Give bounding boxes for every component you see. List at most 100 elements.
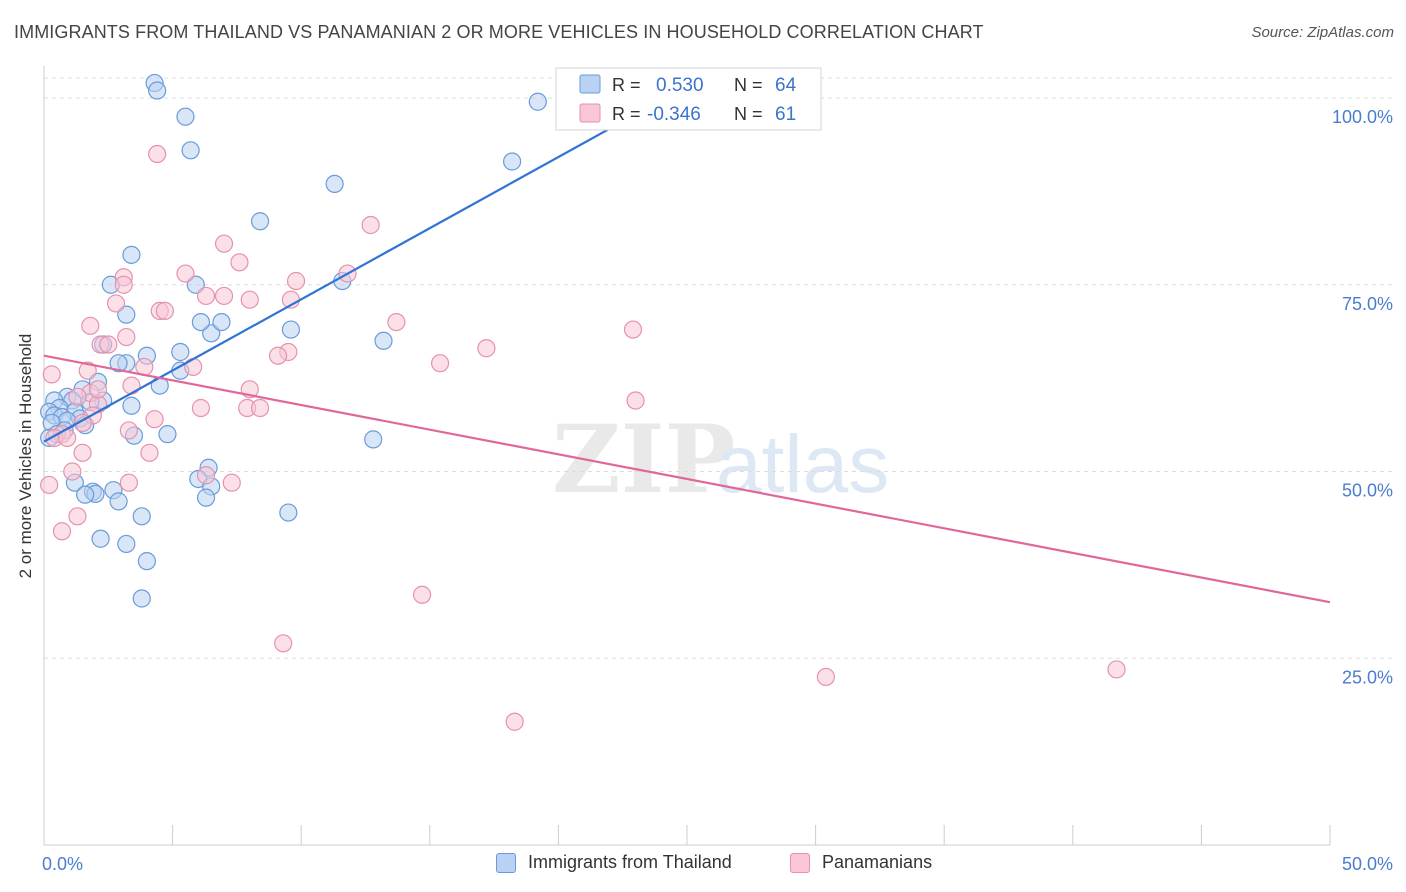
point-thailand	[364, 430, 383, 449]
point-panamanian	[196, 286, 216, 306]
point-panamanian	[99, 335, 118, 354]
chart-title: IMMIGRANTS FROM THAILAND VS PANAMANIAN 2…	[14, 22, 984, 42]
point-panamanian	[117, 327, 136, 347]
point-panamanian	[230, 253, 249, 272]
trend-line-panamanians	[43, 354, 1331, 604]
legend-item-panamanians: Panamanians	[790, 852, 932, 873]
point-panamanian	[68, 507, 87, 526]
point-thailand	[191, 313, 210, 332]
point-thailand	[109, 492, 128, 511]
point-panamanian	[119, 421, 138, 440]
point-panamanian	[114, 275, 133, 294]
data-points	[40, 73, 1126, 731]
stats-swatch-blue	[579, 74, 601, 94]
point-panamanian	[623, 320, 643, 339]
stats-r-value: -0.346	[647, 104, 701, 125]
point-panamanian	[626, 391, 645, 410]
trend-line-thailand	[43, 82, 693, 443]
axes	[43, 66, 1331, 846]
point-panamanian	[286, 271, 306, 291]
point-panamanian	[140, 443, 159, 462]
point-thailand	[117, 305, 136, 324]
legend-swatch-pink	[790, 852, 810, 873]
y-axis-label: 2 or more Vehicles in Household	[16, 333, 35, 579]
stats-r-label: R =	[612, 75, 641, 95]
point-thailand	[503, 152, 522, 171]
point-panamanian	[73, 443, 92, 462]
point-panamanian	[106, 294, 126, 313]
tick-labels: 25.0% 50.0% 75.0% 100.0% 0.0% 50.0%	[42, 107, 1393, 874]
stats-r-label: R =	[612, 104, 641, 124]
point-panamanian	[63, 462, 82, 481]
point-panamanian	[119, 473, 138, 492]
point-panamanian	[184, 357, 203, 377]
point-panamanian	[274, 634, 293, 653]
watermark-atlas: atlas	[716, 419, 889, 510]
point-panamanian	[68, 387, 87, 406]
stats-r-value: 0.530	[656, 75, 704, 96]
point-panamanian	[155, 301, 174, 320]
point-panamanian	[122, 376, 141, 395]
stats-n-value: 61	[775, 104, 796, 125]
point-panamanian	[477, 339, 496, 358]
legend-swatch-blue	[496, 852, 516, 873]
point-panamanian	[40, 475, 59, 495]
stats-n-label: N =	[734, 104, 763, 124]
point-panamanian	[505, 712, 524, 731]
legend-label: Immigrants from Thailand	[528, 852, 732, 872]
point-panamanian	[78, 361, 97, 380]
point-thailand	[109, 354, 128, 373]
point-thailand	[122, 396, 141, 415]
point-thailand	[325, 174, 344, 194]
point-thailand	[158, 425, 177, 444]
point-thailand	[76, 485, 95, 504]
y-tick-label: 75.0%	[1342, 294, 1393, 314]
point-thailand	[196, 488, 216, 507]
point-thailand	[250, 212, 270, 231]
point-panamanian	[214, 234, 234, 253]
stats-n-label: N =	[734, 75, 763, 95]
point-panamanian	[88, 380, 108, 399]
point-panamanian	[222, 473, 241, 492]
point-panamanian	[1107, 660, 1126, 679]
point-panamanian	[240, 290, 259, 309]
point-panamanian	[816, 667, 835, 687]
x-tick-label: 0.0%	[42, 854, 83, 874]
point-panamanian	[81, 316, 100, 335]
point-thailand	[117, 534, 136, 554]
point-thailand	[202, 324, 221, 343]
point-panamanian	[361, 215, 380, 235]
y-tick-label: 100.0%	[1332, 107, 1393, 127]
point-thailand	[91, 529, 110, 548]
y-tick-label: 25.0%	[1342, 667, 1393, 687]
watermark-zip: ZIP	[552, 405, 735, 515]
point-panamanian	[42, 365, 61, 384]
point-thailand	[186, 275, 205, 294]
stats-legend: R = 0.530 N = 64 R = -0.346 N = 61	[555, 67, 822, 131]
point-panamanian	[250, 398, 270, 418]
watermark: ZIP atlas	[552, 405, 889, 515]
y-tick-label: 50.0%	[1342, 481, 1393, 501]
point-thailand	[279, 503, 298, 522]
point-panamanian	[148, 144, 167, 164]
point-panamanian	[412, 585, 432, 604]
point-panamanian	[196, 466, 216, 485]
point-panamanian	[176, 264, 195, 283]
point-panamanian	[52, 522, 72, 541]
stats-n-value: 64	[775, 75, 797, 96]
point-panamanian	[145, 410, 164, 429]
point-thailand	[374, 331, 393, 350]
point-thailand	[148, 81, 167, 100]
point-panamanian	[191, 398, 210, 418]
point-thailand	[122, 245, 141, 264]
legend-label: Panamanians	[822, 852, 933, 872]
point-thailand	[137, 552, 156, 571]
point-panamanian	[268, 346, 288, 365]
source-credit: Source: ZipAtlas.com	[1251, 24, 1394, 41]
x-tick-label: 50.0%	[1342, 854, 1393, 874]
point-thailand	[181, 141, 200, 160]
point-thailand	[281, 320, 301, 339]
point-thailand	[132, 589, 151, 608]
trend-lines	[43, 82, 1331, 604]
